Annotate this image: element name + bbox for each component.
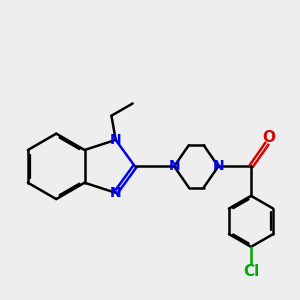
Text: N: N xyxy=(110,133,122,147)
Text: N: N xyxy=(212,159,224,173)
Text: N: N xyxy=(110,186,122,200)
Text: O: O xyxy=(262,130,275,145)
Text: Cl: Cl xyxy=(243,264,259,279)
Text: N: N xyxy=(168,159,180,173)
